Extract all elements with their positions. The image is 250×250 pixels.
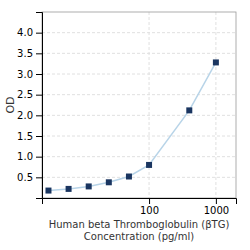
tick: 2.5	[17, 89, 42, 100]
tick: 1.0	[17, 151, 42, 162]
tick-label: 3.5	[17, 48, 33, 59]
point	[126, 174, 132, 180]
point	[213, 59, 219, 65]
plot: 100 1000 0.5 1.0 1.5 2.0 2.5 3.0 3.5 4.0	[17, 12, 236, 216]
marks	[45, 59, 218, 193]
tick-label: 1.5	[17, 131, 33, 142]
tick-label: 4.0	[17, 27, 33, 38]
tick-label: 2.5	[17, 89, 33, 100]
tick-label: 0.5	[17, 172, 33, 183]
grid-line	[149, 12, 150, 198]
tick-mark	[36, 53, 42, 54]
point	[186, 107, 192, 113]
tick: 3.5	[17, 48, 42, 59]
axis-line	[36, 13, 43, 199]
grid-line	[42, 177, 236, 178]
tick-mark	[36, 136, 42, 137]
line	[48, 62, 215, 190]
grid-line	[42, 115, 236, 116]
point	[86, 183, 92, 189]
grid-line	[42, 53, 236, 54]
tick-mark	[36, 157, 42, 158]
tick-mark	[149, 198, 150, 204]
grid	[42, 12, 236, 198]
grid-line	[42, 94, 236, 95]
grid-line	[42, 136, 236, 137]
tick-mark	[36, 177, 42, 178]
tick: 3.0	[17, 69, 42, 80]
tick-mark	[36, 115, 42, 116]
y-axis-title: OD	[4, 96, 17, 113]
tick: 100	[140, 198, 159, 216]
tick-label: 2.0	[17, 110, 33, 121]
point	[66, 186, 72, 192]
x-axis: 100 1000	[43, 198, 237, 216]
point	[146, 162, 152, 168]
tick: 4.0	[17, 27, 42, 38]
chart: 100 1000 0.5 1.0 1.5 2.0 2.5 3.0 3.5 4.0 Human bet…	[0, 0, 250, 250]
tick: 0.5	[17, 172, 42, 183]
tick-label: 100	[140, 205, 159, 216]
tick-mark	[36, 95, 42, 96]
tick-label: 3.0	[17, 69, 33, 80]
tick-label: 1000	[204, 205, 229, 216]
point	[106, 179, 112, 185]
x-axis-title: Human beta Thromboglobulin (βTG)Concentr…	[49, 219, 230, 242]
grid-line	[215, 12, 216, 198]
axis-line	[43, 199, 237, 205]
tick-mark	[36, 33, 42, 34]
tick-mark	[36, 74, 42, 75]
plot-frame	[42, 12, 236, 198]
tick: 2.0	[17, 110, 42, 121]
grid-line	[42, 156, 236, 157]
tick-mark	[216, 198, 217, 204]
point	[45, 188, 51, 194]
y-axis: 0.5 1.0 1.5 2.0 2.5 3.0 3.5 4.0	[17, 13, 42, 199]
tick-label: 1.0	[17, 151, 33, 162]
tick: 1000	[204, 198, 229, 216]
tick: 1.5	[17, 131, 42, 142]
grid-line	[42, 74, 236, 75]
grid-line	[42, 32, 236, 33]
